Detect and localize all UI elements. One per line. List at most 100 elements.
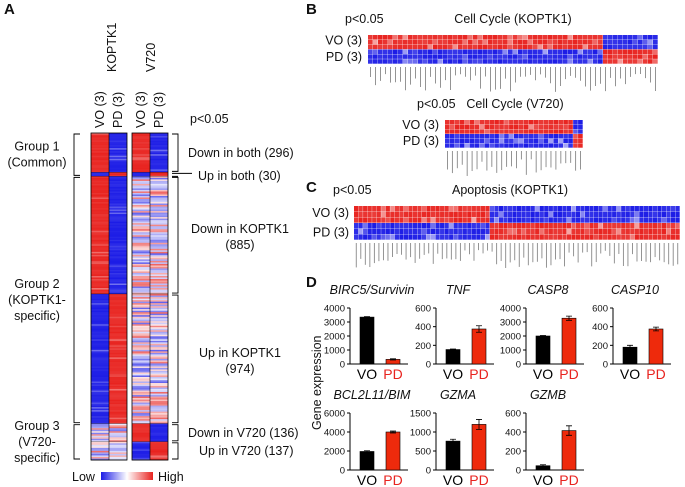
heatmap-cell <box>508 54 513 59</box>
heatmap-cell <box>398 54 403 59</box>
heatmap-cell <box>418 39 423 45</box>
heatmap-cell <box>91 443 109 446</box>
heatmap-cell <box>132 358 150 361</box>
heatmap-cell <box>109 372 127 375</box>
heatmap-cell <box>433 49 438 55</box>
chart-title: BIRC5/Survivin <box>330 283 415 297</box>
heatmap-cell <box>476 228 481 235</box>
heatmap-cell <box>150 260 168 263</box>
heatmap-cell <box>390 217 395 223</box>
heatmap-cell <box>566 206 572 212</box>
heatmap-cell <box>621 234 626 240</box>
heatmap-cell <box>476 217 481 223</box>
heatmap-cell <box>132 354 150 357</box>
heatmap-cell <box>109 399 127 402</box>
heatmap-cell <box>91 375 109 378</box>
heatmap-cell <box>91 295 109 298</box>
heatmap-cell <box>132 226 150 228</box>
heatmap-cell <box>91 330 109 333</box>
heatmap-cell <box>150 206 168 209</box>
heatmap-cell <box>132 339 150 342</box>
heatmap-cell <box>553 217 558 223</box>
x-tick-label: PD <box>383 366 402 382</box>
heatmap-cell <box>109 254 127 257</box>
heatmap-cell <box>458 59 463 64</box>
heatmap-cell <box>548 211 553 218</box>
heatmap-cell <box>580 211 585 218</box>
heatmap-cell <box>618 54 623 59</box>
heatmap-cell <box>132 170 150 173</box>
heatmap-cell <box>533 138 539 144</box>
heatmap-cell <box>91 226 109 228</box>
heatmap-cell <box>612 217 617 223</box>
heatmap-cell <box>638 35 643 40</box>
heatmap-cell <box>109 176 127 179</box>
heatmap-cell <box>132 340 150 343</box>
heatmap-cell <box>150 373 168 376</box>
heatmap-cell <box>150 277 168 280</box>
heatmap-cell <box>150 401 168 403</box>
heatmap-cell <box>435 217 440 223</box>
heatmap-cell <box>132 372 150 375</box>
heatmap-cell <box>109 167 127 170</box>
heatmap-cell <box>150 357 168 360</box>
heatmap-cell <box>109 197 127 200</box>
heatmap-cell <box>480 211 486 218</box>
heatmap-cell <box>354 234 359 240</box>
bar-vo <box>359 451 375 471</box>
heatmap-cell <box>91 298 109 301</box>
heatmap-cell <box>91 449 109 452</box>
heatmap-cell <box>91 268 109 271</box>
heatmap-cell <box>109 321 127 324</box>
heatmap-cell <box>514 138 519 144</box>
heatmap-cell <box>109 295 127 298</box>
heatmap-cell <box>385 206 390 212</box>
heatmap-cell <box>543 124 549 130</box>
heatmap-cell <box>132 446 150 449</box>
heatmap-cell <box>150 271 168 274</box>
heatmap-cell <box>150 133 168 135</box>
heatmap-cell <box>418 44 423 50</box>
heatmap-cell <box>483 59 488 64</box>
heatmap-cell <box>648 211 653 218</box>
heatmap-cell <box>109 333 127 336</box>
heatmap-cell <box>459 143 465 148</box>
heatmap-cell <box>372 234 377 240</box>
heatmap-cell <box>428 54 433 59</box>
heatmap-cell <box>132 230 150 233</box>
heatmap-cell <box>368 59 373 64</box>
heatmap-cell <box>132 238 150 241</box>
heatmap-cell <box>661 228 667 235</box>
heatmap-cell <box>607 211 612 218</box>
heatmap-title: Cell Cycle (V720) <box>466 97 563 111</box>
heatmap-cell <box>518 120 524 125</box>
heatmap-cell <box>132 452 150 455</box>
heatmap-cell <box>443 44 448 50</box>
heatmap-cell <box>517 223 522 229</box>
heatmap-cell <box>625 211 630 218</box>
heatmap-cell <box>150 202 168 204</box>
heatmap-cell <box>132 186 150 189</box>
heatmap-cell <box>91 166 109 169</box>
heatmap-cell <box>589 228 594 235</box>
heatmap-cell <box>109 160 127 163</box>
heatmap-cell <box>499 120 504 125</box>
heatmap-cell <box>608 35 613 40</box>
heatmap-cell <box>385 211 390 218</box>
heatmap-cell <box>488 59 493 64</box>
chart-title: GZMA <box>440 388 476 402</box>
heatmap-cell <box>583 44 588 50</box>
heatmap-cell <box>633 35 638 40</box>
heatmap-cell <box>523 129 529 134</box>
heatmap-cell <box>618 35 623 40</box>
heatmap-cell <box>485 211 490 218</box>
heatmap-cell <box>91 455 109 458</box>
heatmap-cell <box>428 49 433 55</box>
group-label: Group 3 <box>14 419 59 433</box>
heatmap-cell <box>504 129 509 134</box>
heatmap-cell <box>578 44 583 50</box>
heatmap-cell <box>132 163 150 166</box>
heatmap-cell <box>453 59 458 64</box>
